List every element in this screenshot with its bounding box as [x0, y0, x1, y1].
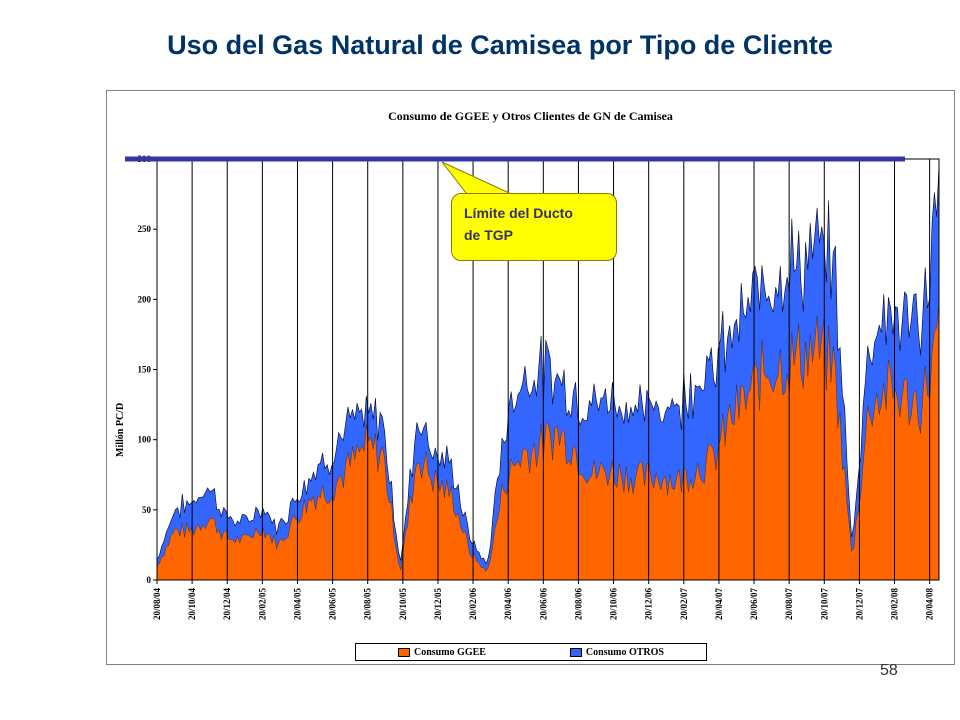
x-tick-label: 20/12/04 — [222, 588, 232, 621]
y-tick-label: 50 — [142, 505, 152, 515]
callout-line-2: de TGP — [464, 227, 514, 243]
x-tick-label: 20/08/04 — [152, 588, 162, 621]
x-tick-label: 20/10/04 — [187, 588, 197, 621]
legend-swatch-ggee — [397, 647, 410, 657]
series-ggee-area — [157, 303, 939, 580]
x-tick-label: 20/12/06 — [644, 588, 654, 621]
x-tick-label: 20/02/05 — [257, 588, 267, 621]
x-tick-label: 20/06/06 — [538, 588, 548, 621]
series-otros-area — [157, 163, 939, 572]
x-tick-label: 20/04/06 — [503, 588, 513, 621]
x-tick-label: 20/04/07 — [714, 588, 724, 621]
x-tick-label: 20/12/05 — [433, 588, 443, 621]
x-tick-label: 20/10/07 — [819, 588, 829, 621]
page-number: 58 — [880, 662, 898, 679]
slide-title: Uso del Gas Natural de Camisea por Tipo … — [167, 30, 833, 60]
chart-title: Consumo de GGEE y Otros Clientes de GN d… — [388, 109, 673, 123]
y-axis-label: Millón PC/D — [115, 402, 126, 457]
x-tick-label: 20/08/06 — [573, 588, 583, 621]
y-tick-label: 250 — [138, 224, 152, 234]
y-tick-label: 200 — [138, 294, 152, 304]
x-tick-label: 20/06/05 — [328, 588, 338, 621]
y-tick-label: 0 — [147, 575, 152, 585]
y-tick-label: 150 — [138, 365, 152, 375]
legend: Consumo GGEE Consumo OTROS — [355, 643, 707, 661]
series-ggee-outline — [156, 303, 940, 572]
pipeline-limit-callout: Límite del Ducto de TGP — [451, 193, 617, 261]
chart-frame: 20/08/04 20/10/04 20/12/04 20/02/05 20/04/05… — [106, 90, 955, 665]
x-tick-label: 20/06/07 — [749, 588, 759, 621]
y-tick-label: 100 — [138, 435, 152, 445]
x-tick-label: 20/04/08 — [925, 588, 935, 621]
chart-svg: 20/08/04 20/10/04 20/12/04 20/02/05 20/04/05… — [125, 154, 940, 621]
x-tick-label: 20/02/07 — [679, 588, 689, 621]
legend-item-ggee: Consumo GGEE — [397, 646, 486, 658]
x-tick-label: 20/08/05 — [363, 588, 373, 621]
legend-item-otros: Consumo OTROS — [569, 646, 664, 658]
x-tick-label: 20/02/08 — [890, 588, 900, 621]
x-tick-label: 20/08/07 — [784, 588, 794, 621]
callout-line-1: Límite del Ducto — [464, 205, 573, 221]
x-tick-label: 20/04/05 — [292, 588, 302, 621]
x-tick-label: 20/10/06 — [609, 588, 619, 621]
x-tick-label: 20/12/07 — [854, 588, 864, 621]
x-tick-label: 20/10/05 — [398, 588, 408, 621]
legend-label-otros: Consumo OTROS — [585, 646, 664, 658]
legend-label-ggee: Consumo GGEE — [413, 646, 486, 658]
series-total-outline — [156, 163, 940, 565]
legend-swatch-otros — [569, 647, 582, 657]
x-tick-label: 20/02/06 — [468, 588, 478, 621]
